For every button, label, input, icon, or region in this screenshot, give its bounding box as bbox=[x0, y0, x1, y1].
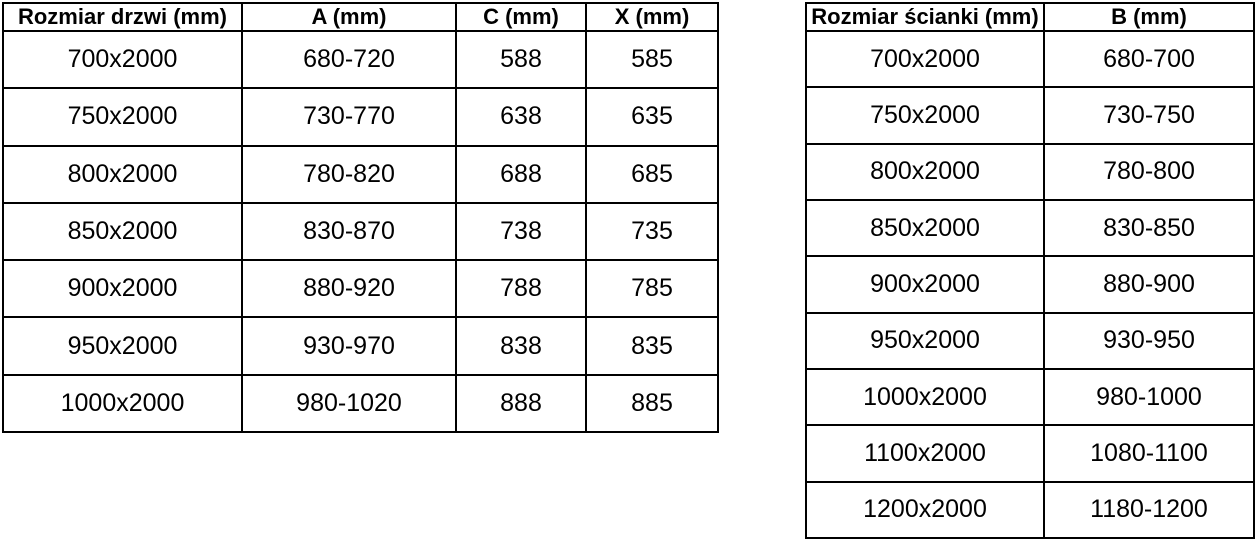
table-row: 1000x2000 980-1000 bbox=[805, 367, 1255, 427]
table-cell: 885 bbox=[585, 373, 719, 434]
table-cell: 1000x2000 bbox=[805, 367, 1045, 427]
door-dimensions-table: Rozmiar drzwi (mm) A (mm) C (mm) X (mm) 700x… bbox=[2, 2, 719, 434]
table-row: 900x2000 880-920 788 785 bbox=[2, 259, 719, 319]
table-cell: 900x2000 bbox=[2, 259, 243, 319]
table-cell: 1080-1100 bbox=[1043, 424, 1255, 483]
table-cell: 838 bbox=[455, 316, 587, 376]
table-row: 850x2000 830-870 738 735 bbox=[2, 201, 719, 262]
table-row: 950x2000 930-970 838 835 bbox=[2, 316, 719, 376]
table-cell: 780-820 bbox=[241, 144, 457, 204]
table-cell: 750x2000 bbox=[805, 86, 1045, 145]
table-cell: 730-770 bbox=[241, 87, 457, 147]
column-header: Rozmiar drzwi (mm) bbox=[2, 2, 243, 32]
table-row: 1200x2000 1180-1200 bbox=[805, 480, 1255, 540]
table-cell: 680-700 bbox=[1043, 29, 1255, 89]
table-cell: 750x2000 bbox=[2, 87, 243, 147]
table-cell: 835 bbox=[585, 316, 719, 376]
table-cell: 588 bbox=[455, 29, 587, 90]
table-cell: 880-900 bbox=[1043, 255, 1255, 314]
table-row: 1000x2000 980-1020 888 885 bbox=[2, 373, 719, 434]
table-cell: 900x2000 bbox=[805, 255, 1045, 314]
table-cell: 850x2000 bbox=[2, 201, 243, 262]
table-cell: 1100x2000 bbox=[805, 424, 1045, 483]
table-cell: 950x2000 bbox=[2, 316, 243, 376]
table-cell: 850x2000 bbox=[805, 198, 1045, 258]
table-cell: 830-870 bbox=[241, 201, 457, 262]
column-header: B (mm) bbox=[1043, 2, 1255, 32]
header-row: Rozmiar ścianki (mm) B (mm) bbox=[805, 2, 1255, 32]
table-row: 750x2000 730-750 bbox=[805, 86, 1255, 145]
table-cell: 1180-1200 bbox=[1043, 480, 1255, 540]
table-cell: 735 bbox=[585, 201, 719, 262]
wall-dimensions-table: Rozmiar ścianki (mm) B (mm) 700x2000 680-70… bbox=[805, 2, 1255, 540]
table-cell: 785 bbox=[585, 259, 719, 319]
table-row: 750x2000 730-770 638 635 bbox=[2, 87, 719, 147]
table-row: 950x2000 930-950 bbox=[805, 311, 1255, 370]
table-cell: 888 bbox=[455, 373, 587, 434]
table-cell: 1000x2000 bbox=[2, 373, 243, 434]
table-row: 850x2000 830-850 bbox=[805, 198, 1255, 258]
table-row: 800x2000 780-800 bbox=[805, 142, 1255, 201]
table-cell: 700x2000 bbox=[805, 29, 1045, 89]
table-cell: 638 bbox=[455, 87, 587, 147]
column-header: Rozmiar ścianki (mm) bbox=[805, 2, 1045, 32]
table-cell: 830-850 bbox=[1043, 198, 1255, 258]
column-header: C (mm) bbox=[455, 2, 587, 32]
table-row: 900x2000 880-900 bbox=[805, 255, 1255, 314]
table-cell: 700x2000 bbox=[2, 29, 243, 90]
table-row: 700x2000 680-700 bbox=[805, 29, 1255, 89]
table-cell: 930-970 bbox=[241, 316, 457, 376]
table-cell: 685 bbox=[585, 144, 719, 204]
table-cell: 788 bbox=[455, 259, 587, 319]
table-row: 800x2000 780-820 688 685 bbox=[2, 144, 719, 204]
column-header: A (mm) bbox=[241, 2, 457, 32]
table-cell: 1200x2000 bbox=[805, 480, 1045, 540]
table-cell: 800x2000 bbox=[805, 142, 1045, 201]
table-cell: 730-750 bbox=[1043, 86, 1255, 145]
table-cell: 738 bbox=[455, 201, 587, 262]
table-cell: 800x2000 bbox=[2, 144, 243, 204]
table-cell: 680-720 bbox=[241, 29, 457, 90]
column-header: X (mm) bbox=[585, 2, 719, 32]
table-cell: 880-920 bbox=[241, 259, 457, 319]
table-cell: 688 bbox=[455, 144, 587, 204]
table-row: 1100x2000 1080-1100 bbox=[805, 424, 1255, 483]
table-cell: 950x2000 bbox=[805, 311, 1045, 370]
table-cell: 930-950 bbox=[1043, 311, 1255, 370]
table-cell: 635 bbox=[585, 87, 719, 147]
header-row: Rozmiar drzwi (mm) A (mm) C (mm) X (mm) bbox=[2, 2, 719, 32]
table-cell: 780-800 bbox=[1043, 142, 1255, 201]
table-cell: 980-1000 bbox=[1043, 367, 1255, 427]
table-row: 700x2000 680-720 588 585 bbox=[2, 29, 719, 90]
table-cell: 585 bbox=[585, 29, 719, 90]
table-cell: 980-1020 bbox=[241, 373, 457, 434]
